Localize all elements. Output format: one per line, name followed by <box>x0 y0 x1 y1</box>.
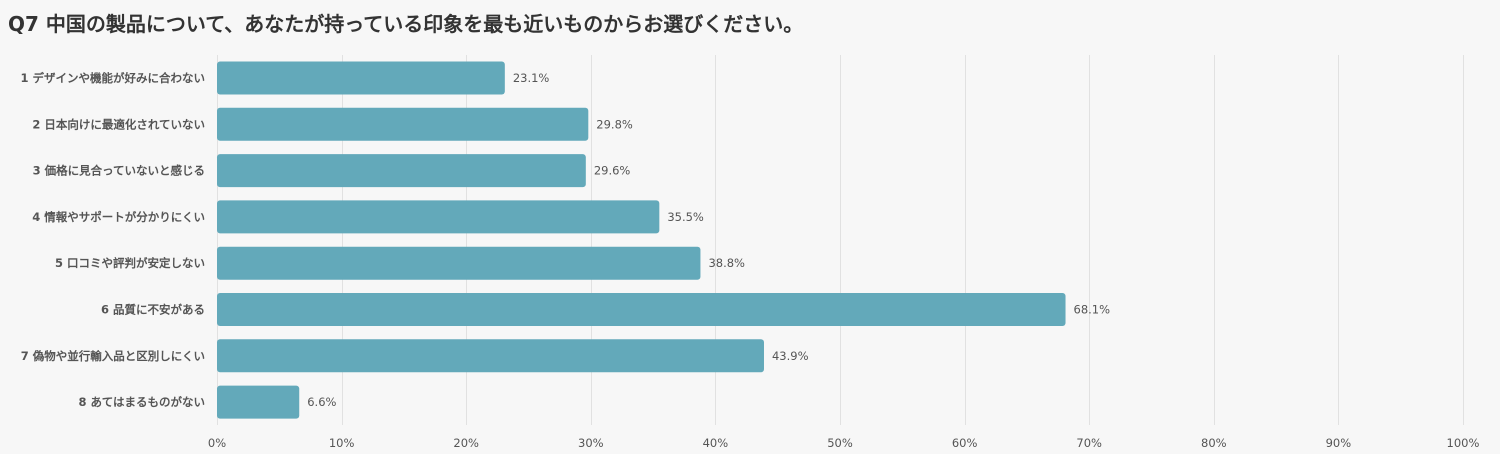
x-tick-label: 50% <box>827 436 853 450</box>
category-label: 2 日本向けに最適化されていない <box>32 117 205 131</box>
x-tick-label: 60% <box>952 436 978 450</box>
x-tick-label: 90% <box>1326 436 1352 450</box>
data-label: 38.8% <box>708 256 745 270</box>
category-label: 4 情報やサポートが分かりにくい <box>32 210 205 224</box>
category-label: 3 価格に見合っていないと感じる <box>33 164 205 178</box>
category-label: 1 デザインや機能が好みに合わない <box>20 71 205 85</box>
data-label: 6.6% <box>307 395 336 409</box>
x-tick-label: 40% <box>703 436 729 450</box>
bar[interactable] <box>217 200 660 234</box>
x-tick-label: 100% <box>1447 436 1480 450</box>
category-label: 7 偽物や並行輸入品と区別しにくい <box>21 349 205 363</box>
bar[interactable] <box>217 339 764 373</box>
data-label: 68.1% <box>1074 303 1111 317</box>
bar[interactable] <box>217 293 1066 326</box>
x-tick-label: 0% <box>208 436 226 450</box>
data-label: 43.9% <box>772 349 809 363</box>
bar[interactable] <box>217 107 589 141</box>
bar[interactable] <box>217 154 586 188</box>
chart-title: Q7 中国の製品について、あなたが持っている印象を最も近いものからお選びください… <box>8 12 804 36</box>
x-tick-label: 80% <box>1201 436 1227 450</box>
data-label: 23.1% <box>513 71 550 85</box>
category-label: 8 あてはまるものがない <box>78 395 205 409</box>
bar[interactable] <box>217 61 505 95</box>
category-label: 5 口コミや評判が安定しない <box>55 256 205 270</box>
bar[interactable] <box>217 246 701 280</box>
data-label: 29.6% <box>594 164 631 178</box>
category-label: 6 品質に不安がある <box>101 303 205 317</box>
data-label: 35.5% <box>667 210 704 224</box>
x-tick-label: 10% <box>329 436 355 450</box>
bar[interactable] <box>217 385 300 419</box>
x-tick-label: 30% <box>578 436 604 450</box>
x-tick-label: 70% <box>1076 436 1102 450</box>
data-label: 29.8% <box>596 117 633 131</box>
x-tick-label: 20% <box>453 436 479 450</box>
